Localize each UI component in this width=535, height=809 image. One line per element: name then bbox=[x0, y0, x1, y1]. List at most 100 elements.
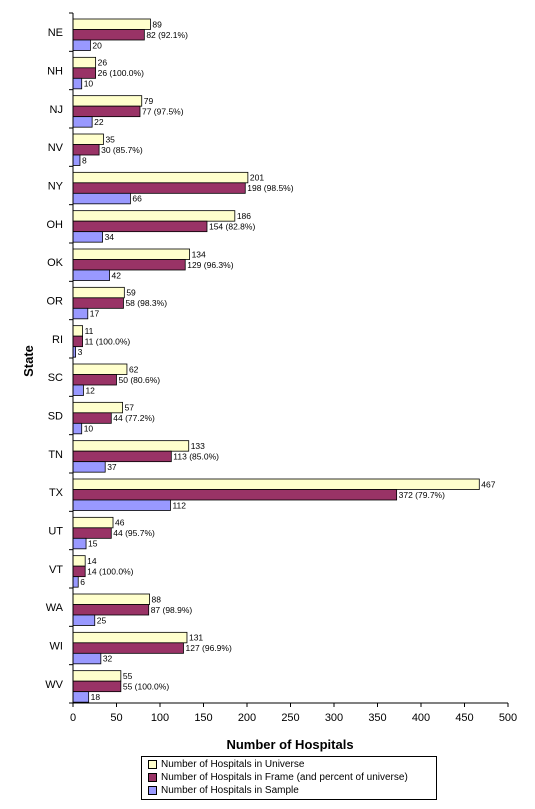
bar-ri-series-0 bbox=[72, 325, 83, 337]
data-label-ut-series-0: 46 bbox=[115, 518, 125, 528]
data-label-wa-series-2: 25 bbox=[97, 615, 107, 625]
category-label-vt: VT bbox=[49, 564, 63, 576]
data-label-ny-series-0: 201 bbox=[250, 173, 264, 183]
bar-ny-series-0 bbox=[72, 171, 249, 184]
category-label-ok: OK bbox=[47, 257, 64, 269]
data-label-tx-series-0: 467 bbox=[481, 479, 495, 489]
category-label-ri: RI bbox=[52, 334, 63, 346]
bar-or-series-0 bbox=[72, 286, 125, 299]
data-label-wa-series-1: 87 (98.9%) bbox=[151, 605, 193, 615]
bar-or-series-1 bbox=[72, 297, 124, 309]
data-label-nv-series-2: 8 bbox=[82, 155, 87, 165]
data-label-wv-series-1: 55 (100.0%) bbox=[123, 681, 169, 691]
data-label-ut-series-1: 44 (95.7%) bbox=[113, 528, 155, 538]
bar-wv-series-2 bbox=[72, 691, 90, 703]
data-label-nh-series-0: 26 bbox=[98, 58, 108, 68]
x-tick-label-500: 500 bbox=[499, 712, 517, 724]
category-label-ut: UT bbox=[48, 526, 63, 538]
data-label-ne-series-2: 20 bbox=[92, 40, 102, 50]
data-label-wi-series-0: 131 bbox=[189, 633, 203, 643]
bar-tx-series-2 bbox=[72, 499, 171, 511]
x-tick-label-350: 350 bbox=[368, 712, 386, 724]
bar-vt-series-1 bbox=[72, 565, 86, 578]
bar-oh-series-0 bbox=[72, 210, 236, 222]
x-axis-title: Number of Hospitals bbox=[226, 737, 353, 752]
data-label-tn-series-1: 113 (85.0%) bbox=[173, 451, 219, 461]
bar-ut-series-1 bbox=[72, 527, 112, 539]
data-label-tn-series-2: 37 bbox=[107, 462, 117, 472]
category-label-ny: NY bbox=[48, 181, 64, 193]
category-label-wv: WV bbox=[45, 679, 63, 691]
data-label-nj-series-1: 77 (97.5%) bbox=[142, 106, 184, 116]
bar-wi-series-2 bbox=[72, 652, 102, 665]
legend-label-sample: Number of Hospitals in Sample bbox=[161, 785, 299, 796]
data-label-or-series-1: 58 (98.3%) bbox=[125, 298, 167, 308]
bar-tn-series-1 bbox=[72, 450, 172, 463]
data-label-nh-series-2: 10 bbox=[84, 79, 94, 89]
category-label-tn: TN bbox=[48, 449, 63, 461]
data-label-sd-series-2: 10 bbox=[84, 424, 94, 434]
bar-sd-series-2 bbox=[72, 422, 83, 435]
legend-swatch-universe bbox=[148, 760, 157, 769]
legend-item-sample: Number of Hospitals in Sample bbox=[148, 785, 299, 798]
bar-nv-series-0 bbox=[72, 133, 104, 145]
bar-ok-series-0 bbox=[72, 248, 190, 260]
bar-wi-series-1 bbox=[72, 642, 184, 654]
category-label-ne: NE bbox=[48, 27, 63, 39]
data-label-sc-series-0: 62 bbox=[129, 364, 139, 374]
bar-nh-series-0 bbox=[72, 56, 97, 69]
data-label-ri-series-1: 11 (100.0%) bbox=[85, 336, 131, 346]
data-label-nv-series-1: 30 (85.7%) bbox=[101, 145, 143, 155]
bar-wv-series-0 bbox=[72, 670, 122, 682]
data-label-vt-series-2: 6 bbox=[80, 577, 85, 587]
x-tick-label-250: 250 bbox=[281, 712, 299, 724]
data-label-tn-series-0: 133 bbox=[191, 441, 205, 451]
data-label-wv-series-0: 55 bbox=[123, 671, 133, 681]
bar-oh-series-2 bbox=[72, 231, 103, 243]
bar-or-series-2 bbox=[72, 307, 89, 320]
data-label-ri-series-2: 3 bbox=[78, 347, 83, 357]
bar-wv-series-1 bbox=[72, 680, 122, 693]
bar-ut-series-0 bbox=[72, 516, 114, 529]
legend-swatch-sample bbox=[148, 786, 157, 795]
bar-sd-series-0 bbox=[72, 401, 123, 414]
bar-ok-series-1 bbox=[72, 259, 186, 271]
x-tick-label-300: 300 bbox=[325, 712, 343, 724]
data-label-vt-series-1: 14 (100.0%) bbox=[87, 566, 133, 576]
data-label-nh-series-1: 26 (100.0%) bbox=[98, 68, 144, 78]
bar-nj-series-2 bbox=[72, 116, 93, 128]
data-label-nj-series-0: 79 bbox=[144, 96, 154, 106]
bar-oh-series-1 bbox=[72, 220, 208, 233]
bar-ny-series-1 bbox=[72, 182, 246, 194]
legend-label-frame: Number of Hospitals in Frame (and percen… bbox=[161, 772, 408, 783]
data-label-ri-series-0: 11 bbox=[85, 326, 94, 336]
bar-ne-series-0 bbox=[72, 18, 151, 30]
bar-ne-series-2 bbox=[72, 39, 91, 51]
data-label-wv-series-2: 18 bbox=[91, 692, 101, 702]
bar-wa-series-1 bbox=[72, 604, 150, 616]
data-label-oh-series-0: 186 bbox=[237, 211, 251, 221]
legend-swatch-frame bbox=[148, 773, 157, 782]
category-label-sd: SD bbox=[48, 411, 63, 423]
bar-nh-series-2 bbox=[72, 77, 83, 90]
category-label-nv: NV bbox=[48, 142, 64, 154]
data-label-ne-series-0: 89 bbox=[152, 19, 162, 29]
bar-ri-series-1 bbox=[72, 335, 83, 348]
bar-tn-series-2 bbox=[72, 461, 106, 473]
category-label-nh: NH bbox=[47, 66, 63, 78]
data-label-ok-series-2: 42 bbox=[112, 270, 122, 280]
bar-vt-series-2 bbox=[72, 576, 79, 588]
x-tick-label-400: 400 bbox=[412, 712, 430, 724]
bar-tn-series-0 bbox=[72, 440, 190, 452]
bar-ok-series-2 bbox=[72, 269, 110, 281]
legend-item-frame: Number of Hospitals in Frame (and percen… bbox=[148, 772, 408, 785]
bar-wa-series-0 bbox=[72, 593, 150, 605]
bar-sc-series-2 bbox=[72, 384, 84, 396]
bar-ut-series-2 bbox=[72, 537, 87, 550]
x-tick-label-450: 450 bbox=[455, 712, 473, 724]
x-tick-label-200: 200 bbox=[238, 712, 256, 724]
data-label-ny-series-1: 198 (98.5%) bbox=[247, 183, 293, 193]
category-label-wi: WI bbox=[50, 641, 63, 653]
bar-vt-series-0 bbox=[72, 555, 86, 567]
